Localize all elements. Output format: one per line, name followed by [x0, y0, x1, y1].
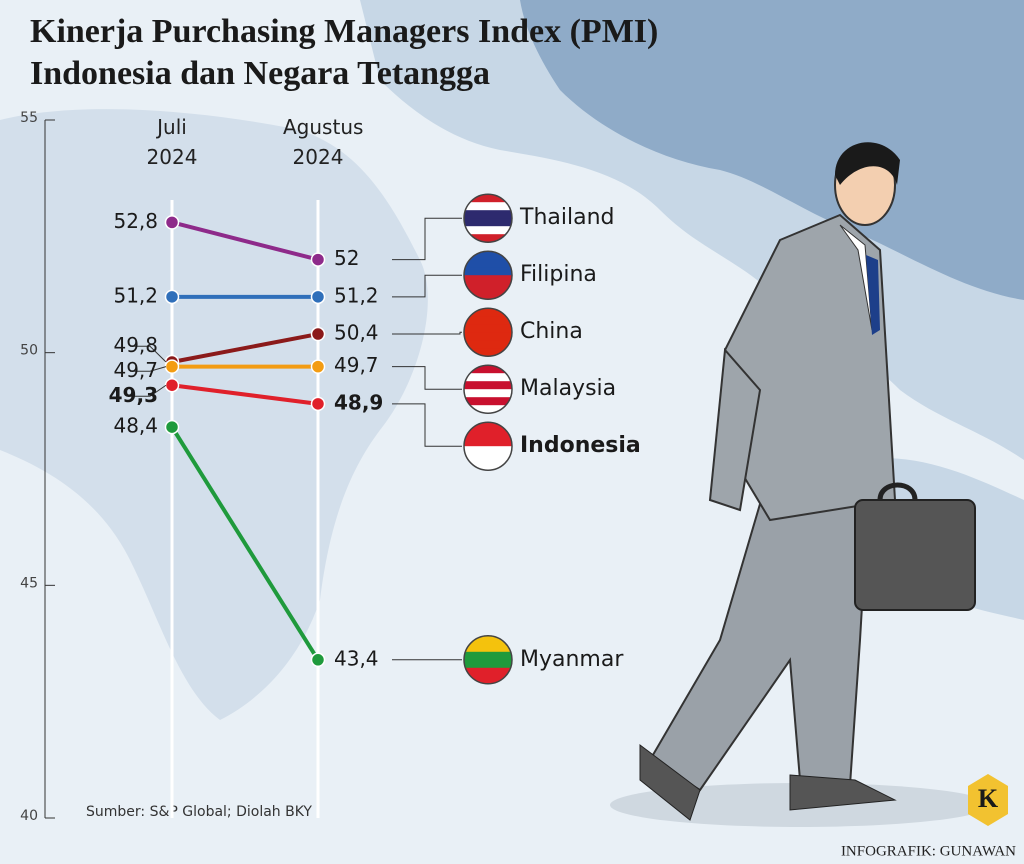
flag-outline	[463, 193, 513, 243]
data-point	[310, 289, 326, 305]
y-tick-label: 45	[20, 575, 38, 591]
flag-stripe	[464, 283, 512, 292]
source: Sumber: S&P Global; Diolah BKY	[86, 804, 312, 820]
flag-stripe	[464, 218, 512, 227]
connector-line	[392, 274, 462, 298]
flag-stripe	[464, 267, 512, 276]
flag-stripe	[464, 659, 512, 669]
value-label: 49,7	[113, 358, 158, 382]
flag-stripe	[464, 667, 512, 677]
logo-badge	[968, 774, 1008, 826]
data-point	[310, 359, 326, 374]
value-label: 48,4	[113, 414, 158, 438]
flag-stripe	[464, 348, 512, 357]
connector-line	[392, 217, 462, 261]
value-label: 50,4	[334, 321, 379, 345]
value-label: 52,8	[113, 209, 158, 233]
data-point	[164, 377, 180, 393]
value-label: 49,8	[113, 333, 158, 357]
flag-stripe	[464, 430, 512, 439]
x-category-label: Juli 2024	[146, 115, 198, 169]
flag-stripe	[464, 675, 512, 684]
leader-line	[130, 384, 167, 397]
flag-stripe	[464, 275, 512, 284]
connector-line	[392, 366, 462, 390]
value-label: 48,9	[334, 390, 383, 414]
chart-title: Kinerja Purchasing Managers Index (PMI)	[30, 13, 658, 50]
flag-stripe	[464, 381, 512, 390]
data-point	[164, 359, 180, 374]
connector-line	[392, 331, 462, 335]
flag-outline	[463, 364, 513, 414]
flag-stripe	[464, 454, 512, 463]
flag-stripe	[464, 226, 512, 235]
legend-label: Malaysia	[520, 376, 616, 401]
flag-stripe	[464, 651, 512, 661]
flag-outline	[463, 635, 513, 685]
flag-stripe	[464, 324, 512, 333]
flag-stripe	[464, 316, 512, 325]
flag-stripe	[464, 365, 512, 374]
logo: K	[978, 784, 999, 813]
credit: INFOGRAFIK: GUNAWAN	[841, 843, 1016, 859]
value-label: 49,3	[109, 383, 158, 407]
flag-outline	[463, 421, 513, 471]
flag-outline	[463, 250, 513, 300]
legend-label: Myanmar	[520, 647, 624, 672]
flag-stripe	[464, 446, 512, 455]
data-point	[310, 326, 326, 342]
series-line	[171, 220, 319, 262]
value-label: 52	[334, 246, 359, 270]
flag-stripe	[464, 438, 512, 447]
data-point	[310, 396, 326, 412]
data-point	[164, 419, 180, 435]
legend-label: Filipina	[520, 262, 597, 287]
flag-stripe	[464, 643, 512, 653]
flag-stripe	[464, 308, 512, 317]
flag-stripe	[464, 389, 512, 398]
flag-stripe	[464, 635, 512, 645]
value-label: 43,4	[334, 646, 379, 670]
value-label: 51,2	[113, 283, 158, 307]
businessman-illustration	[610, 142, 990, 827]
leader-line	[130, 345, 167, 363]
flag-stripe	[464, 422, 512, 431]
legend-label: Thailand	[519, 205, 614, 230]
flag-stripe	[464, 202, 512, 211]
x-category-label: Agustus 2024	[283, 115, 364, 169]
flag-stripe	[464, 340, 512, 349]
series-line	[170, 426, 320, 661]
flag-stripe	[464, 397, 512, 406]
y-tick-label: 55	[20, 110, 38, 126]
flag-outline	[463, 307, 513, 357]
flag-stripe	[464, 194, 512, 203]
legend-label: China	[520, 319, 583, 344]
data-point	[310, 252, 326, 267]
flag-stripe	[464, 210, 512, 219]
legend-label: Indonesia	[520, 433, 641, 458]
data-point	[310, 652, 326, 668]
flag-stripe	[464, 234, 512, 243]
series-line	[171, 383, 319, 406]
flag-stripe	[464, 332, 512, 341]
flag-stripe	[464, 251, 512, 260]
data-point	[164, 289, 180, 305]
series-line	[171, 332, 319, 364]
data-point	[164, 215, 180, 230]
flag-stripe	[464, 259, 512, 268]
flag-stripe	[464, 291, 512, 300]
connector-line	[392, 403, 462, 447]
y-tick-label: 40	[20, 808, 38, 824]
value-label: 49,7	[334, 353, 379, 377]
flag-stripe	[464, 405, 512, 414]
y-tick-label: 50	[20, 343, 38, 359]
value-label: 51,2	[334, 283, 379, 307]
flag-stripe	[464, 462, 512, 471]
chart-subtitle: Indonesia dan Negara Tetangga	[30, 55, 490, 92]
leader-line	[130, 366, 167, 372]
flag-stripe	[464, 373, 512, 382]
